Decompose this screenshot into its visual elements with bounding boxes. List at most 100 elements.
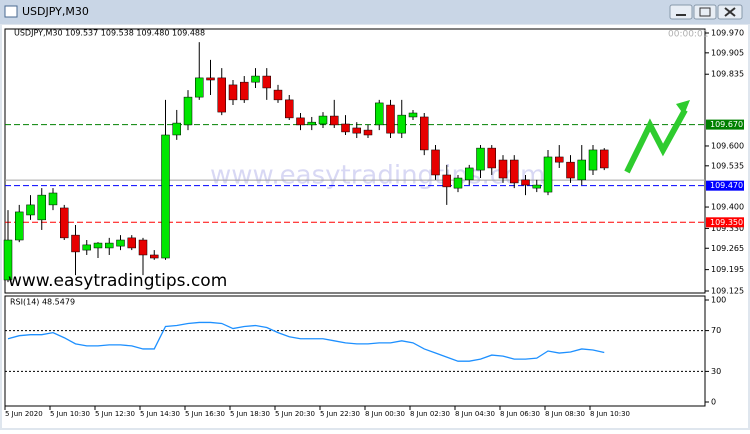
x-tick-label: 8 Jun 00:30 xyxy=(365,410,405,418)
candle-body xyxy=(60,207,69,239)
x-tick-label: 8 Jun 08:30 xyxy=(545,410,585,418)
rsi-line xyxy=(7,321,605,362)
candle-body xyxy=(543,156,553,193)
chart-area xyxy=(2,25,748,428)
candle-body xyxy=(262,75,271,89)
candle-body xyxy=(37,194,46,221)
x-tick-label: 5 Jun 18:30 xyxy=(230,410,270,418)
level-label: 109.350 xyxy=(710,218,743,227)
y-tick-label: 109.125 xyxy=(711,287,744,296)
level-label: 109.670 xyxy=(710,120,743,129)
window-title: USDJPY,M30 xyxy=(22,5,89,18)
y-tick-label: 100 xyxy=(711,296,726,305)
minimize-button[interactable] xyxy=(669,4,693,20)
candle-body xyxy=(397,114,406,134)
level-label-bg xyxy=(706,180,744,191)
candle-body xyxy=(240,81,249,101)
x-tick-label: 8 Jun 10:30 xyxy=(590,410,630,418)
window-icon xyxy=(4,5,18,18)
candle-body xyxy=(296,117,305,126)
candle-body xyxy=(487,147,496,169)
candle-body xyxy=(465,167,474,181)
maximize-button[interactable] xyxy=(693,4,717,20)
candle-body xyxy=(341,123,350,133)
candle-body xyxy=(588,149,598,171)
x-tick-label: 5 Jun 14:30 xyxy=(140,410,180,418)
y-tick-label: 109.970 xyxy=(711,29,744,38)
candle-body xyxy=(116,239,125,247)
rsi-panel xyxy=(4,295,706,407)
candle-body xyxy=(183,96,193,126)
candle-body xyxy=(15,211,24,241)
candle-body xyxy=(206,77,215,81)
arrow-drawing xyxy=(624,108,688,174)
candle-body xyxy=(161,134,170,259)
arrow-head xyxy=(676,100,690,115)
x-tick-label: 5 Jun 12:30 xyxy=(95,410,135,418)
y-tick-label: 109.600 xyxy=(711,141,744,150)
close-glyph xyxy=(724,7,736,17)
chart-header: USDJPY,M30 109.537 109.538 109.480 109.4… xyxy=(14,29,205,38)
candle-body xyxy=(172,122,181,136)
maximize-glyph xyxy=(699,7,711,17)
candle-body xyxy=(386,104,395,134)
candle-body xyxy=(442,174,451,188)
candle-body xyxy=(555,156,564,163)
x-tick-label: 5 Jun 16:30 xyxy=(185,410,225,418)
rsi-title: RSI(14) 48.5479 xyxy=(10,298,75,307)
price-panel xyxy=(4,28,706,294)
candle-body xyxy=(577,159,586,181)
candle-body xyxy=(71,234,80,253)
candle-body xyxy=(318,115,328,125)
candle-body xyxy=(251,75,260,83)
title-bar xyxy=(0,0,750,24)
candle-body xyxy=(600,149,609,169)
candle-body xyxy=(510,159,519,184)
candle-body xyxy=(363,129,373,136)
x-tick-label: 5 Jun 20:30 xyxy=(275,410,315,418)
candle-body xyxy=(105,242,114,249)
candle-body xyxy=(307,121,316,126)
candle-body xyxy=(150,254,159,259)
y-tick-label: 70 xyxy=(711,326,721,335)
site-caption: www.easytradingtips.com xyxy=(8,271,227,291)
y-tick-label: 109.905 xyxy=(711,48,744,57)
candle-body xyxy=(498,159,508,179)
y-tick-label: 30 xyxy=(711,367,721,376)
candle-body xyxy=(3,239,13,281)
candle-body xyxy=(138,239,148,256)
x-tick-label: 5 Jun 22:30 xyxy=(320,410,360,418)
level-label-bg xyxy=(706,119,744,130)
candle-body xyxy=(48,192,58,206)
candle-body xyxy=(195,77,204,98)
candle-body xyxy=(285,99,294,119)
y-tick-label: 0 xyxy=(711,398,716,407)
y-tick-label: 109.535 xyxy=(711,161,744,170)
y-tick-label: 109.265 xyxy=(711,244,744,253)
candle-body xyxy=(476,147,485,171)
x-tick-label: 5 Jun 2020 xyxy=(5,410,43,418)
candle-body xyxy=(330,115,339,126)
candle-body xyxy=(352,127,361,134)
candle-body xyxy=(532,184,541,189)
x-tick-label: 5 Jun 10:30 xyxy=(50,410,90,418)
y-tick-label: 109.195 xyxy=(711,265,744,274)
level-label: 109.470 xyxy=(710,181,743,190)
candle-body xyxy=(521,179,530,186)
y-tick-label: 109.400 xyxy=(711,203,744,212)
candle-body xyxy=(82,244,91,251)
candle-body xyxy=(566,161,575,179)
candle-body xyxy=(453,177,463,189)
candle-body xyxy=(26,204,35,216)
x-tick-label: 8 Jun 06:30 xyxy=(500,410,540,418)
candle-body xyxy=(431,149,440,176)
x-tick-label: 8 Jun 02:30 xyxy=(410,410,450,418)
level-label-bg xyxy=(706,217,744,228)
y-tick-label: 109.835 xyxy=(711,70,744,79)
x-tick-label: 8 Jun 04:30 xyxy=(455,410,495,418)
candle-body xyxy=(408,112,418,118)
candle-body xyxy=(273,89,283,101)
candle-body xyxy=(93,242,103,249)
candle-body xyxy=(228,84,238,101)
